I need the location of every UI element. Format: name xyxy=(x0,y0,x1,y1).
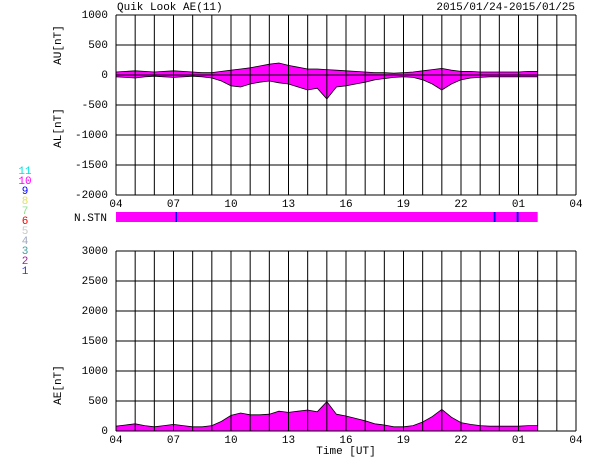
x-tick-label: 07 xyxy=(167,435,180,447)
y-tick-label: -1500 xyxy=(75,160,108,172)
legend-entry: 6 xyxy=(22,216,29,228)
station-bar xyxy=(116,212,176,222)
y-tick-label: 1000 xyxy=(82,366,108,378)
y-tick-label: 500 xyxy=(88,40,108,52)
y-axis-label: AU[nT] xyxy=(53,25,65,65)
legend-entry: 8 xyxy=(22,196,29,208)
x-tick-label: 10 xyxy=(224,435,237,447)
x-tick-label: 13 xyxy=(282,199,295,211)
x-tick-label: 01 xyxy=(512,199,526,211)
area xyxy=(116,63,538,75)
y-tick-label: 3000 xyxy=(82,246,108,258)
legend-entry: 1 xyxy=(22,266,29,278)
y-tick-label: 2000 xyxy=(82,306,108,318)
legend-entry: 3 xyxy=(22,246,29,258)
y-tick-label: 0 xyxy=(101,426,108,438)
x-tick-label: 04 xyxy=(109,435,123,447)
legend-entry: 2 xyxy=(22,256,29,268)
chart-title: Quik Look AE(11) xyxy=(117,2,223,14)
legend-entry: 5 xyxy=(22,226,29,238)
y-axis-label: AL[nT] xyxy=(53,108,65,148)
y-tick-label: -2000 xyxy=(75,190,108,202)
x-tick-label: 04 xyxy=(569,199,583,211)
legend-entry: 9 xyxy=(22,186,29,198)
station-bar xyxy=(177,212,494,222)
station-bar xyxy=(495,212,517,222)
y-tick-label: -1000 xyxy=(75,130,108,142)
y-tick-label: 2500 xyxy=(82,276,108,288)
x-axis-label: Time [UT] xyxy=(316,446,375,458)
legend-entry: 7 xyxy=(22,206,29,218)
chart-subtitle: 2015/01/24-2015/01/25 xyxy=(436,2,575,14)
legend-entry: 11 xyxy=(18,166,32,178)
x-tick-label: 22 xyxy=(454,435,467,447)
station-bar xyxy=(175,212,178,222)
x-tick-label: 04 xyxy=(569,435,583,447)
station-bar xyxy=(518,212,538,222)
x-tick-label: 07 xyxy=(167,199,180,211)
x-tick-label: 01 xyxy=(512,435,526,447)
station-bar xyxy=(516,212,519,222)
x-tick-label: 22 xyxy=(454,199,467,211)
x-tick-label: 13 xyxy=(282,435,295,447)
x-tick-label: 19 xyxy=(397,435,410,447)
x-tick-label: 16 xyxy=(339,435,352,447)
y-tick-label: 500 xyxy=(88,396,108,408)
x-tick-label: 10 xyxy=(224,199,237,211)
y-tick-label: 1500 xyxy=(82,336,108,348)
legend-entry: 4 xyxy=(22,236,29,248)
legend-entry: 10 xyxy=(18,176,31,188)
station-bar xyxy=(493,212,496,222)
stations-label: N.STN xyxy=(74,213,107,225)
y-tick-label: 0 xyxy=(101,70,108,82)
x-tick-label: 16 xyxy=(339,199,352,211)
y-axis-label: AE[nT] xyxy=(53,365,65,405)
y-tick-label: -500 xyxy=(82,100,108,112)
y-tick-label: 1000 xyxy=(82,10,108,22)
x-tick-label: 19 xyxy=(397,199,410,211)
x-tick-label: 04 xyxy=(109,199,123,211)
